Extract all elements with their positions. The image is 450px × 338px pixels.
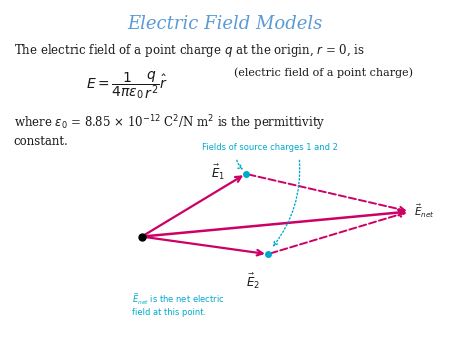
Text: Electric Field Models: Electric Field Models [127, 15, 323, 33]
Text: The electric field of a point charge $q$ at the origin, $r$ = 0, is: The electric field of a point charge $q$… [14, 42, 364, 59]
Text: $\vec{E}_2$: $\vec{E}_2$ [246, 272, 260, 291]
Text: (electric field of a point charge): (electric field of a point charge) [234, 68, 413, 78]
Text: constant.: constant. [14, 135, 68, 148]
Text: Fields of source charges 1 and 2: Fields of source charges 1 and 2 [202, 144, 338, 152]
Text: $E = \dfrac{1}{4\pi\epsilon_0}\dfrac{q}{r^2}\hat{r}$: $E = \dfrac{1}{4\pi\epsilon_0}\dfrac{q}{… [86, 69, 167, 101]
Text: $\vec{E}_{net}$: $\vec{E}_{net}$ [414, 203, 435, 220]
Text: $\vec{E}_1$: $\vec{E}_1$ [211, 163, 225, 182]
Text: where $\epsilon_0$ = 8.85 $\times$ 10$^{-12}$ C$^2$/N m$^2$ is the permittivity: where $\epsilon_0$ = 8.85 $\times$ 10$^{… [14, 113, 325, 133]
Text: $\vec{E}_{net}$ is the net electric
field at this point.: $\vec{E}_{net}$ is the net electric fiel… [132, 291, 225, 317]
